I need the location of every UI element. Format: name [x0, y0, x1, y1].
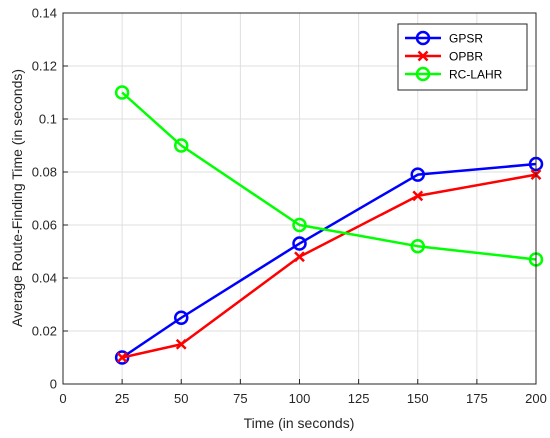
data-point-opbr — [175, 338, 187, 350]
x-tick-label: 175 — [466, 391, 488, 406]
legend-marker — [417, 50, 429, 62]
y-tick-label: 0.06 — [32, 218, 57, 233]
y-tick-label: 0.1 — [39, 112, 57, 127]
data-point-opbr — [412, 190, 424, 202]
y-axis-label: Average Route-Finding Time (in seconds) — [9, 69, 25, 327]
x-tick-label: 25 — [115, 391, 129, 406]
data-point-opbr — [116, 352, 128, 363]
x-tick-label: 50 — [174, 391, 188, 406]
x-axis-label: Time (in seconds) — [244, 415, 355, 431]
x-tick-label: 0 — [59, 391, 66, 406]
y-axis-ticks: 0 0.02 0.04 0.06 0.08 0.1 0.12 0.14 — [32, 6, 68, 392]
series-line-rc-lahr — [121, 91, 537, 261]
y-tick-label: 0.02 — [32, 324, 57, 339]
data-point-rc-lahr — [292, 217, 307, 233]
data-point-opbr — [294, 251, 305, 263]
series-group — [114, 85, 544, 365]
legend-label: OPBR — [449, 50, 483, 64]
y-tick-label: 0 — [50, 377, 57, 392]
x-tick-label: 100 — [289, 391, 311, 406]
series-opbr — [116, 169, 542, 363]
legend-item-rc-lahr: RC-LAHR — [405, 66, 503, 82]
legend-label: GPSR — [449, 32, 483, 46]
x-axis-ticks: 0 25 50 75 100 125 150 175 200 — [59, 379, 547, 406]
x-tick-label: 125 — [348, 391, 370, 406]
legend-marker — [415, 66, 431, 82]
series-line-gpsr — [121, 162, 537, 359]
data-point-rc-lahr — [410, 238, 425, 254]
y-tick-label: 0.12 — [32, 59, 57, 74]
plot-frame — [62, 12, 537, 385]
data-point-gpsr — [410, 167, 425, 182]
data-point-rc-lahr — [114, 85, 130, 100]
legend: GPSR OPBR RC-LAHR — [397, 23, 528, 91]
x-tick-label: 200 — [525, 391, 547, 406]
legend-item-gpsr: GPSR — [405, 30, 483, 46]
legend-label: RC-LAHR — [449, 68, 503, 82]
data-point-rc-lahr — [174, 138, 189, 153]
data-point-gpsr — [174, 310, 189, 325]
legend-marker — [415, 30, 431, 46]
y-tick-label: 0.14 — [32, 6, 57, 21]
data-point-gpsr — [292, 236, 307, 251]
y-tick-label: 0.04 — [32, 271, 57, 286]
y-tick-label: 0.08 — [32, 165, 57, 180]
x-tick-label: 75 — [233, 391, 247, 406]
legend-item-opbr: OPBR — [405, 50, 483, 64]
data-point-gpsr — [114, 350, 130, 365]
x-tick-label: 150 — [407, 391, 429, 406]
